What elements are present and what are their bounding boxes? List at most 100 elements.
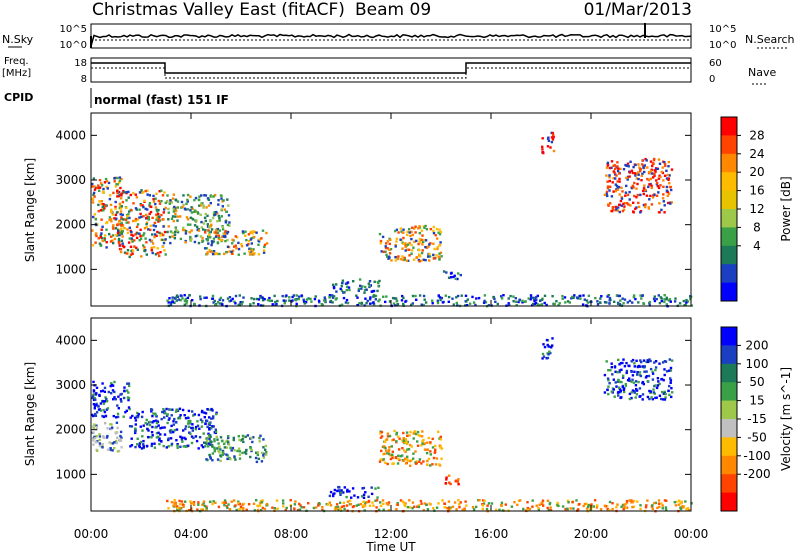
data-cell: [117, 230, 120, 233]
data-cell: [208, 434, 211, 437]
data-cell: [645, 504, 648, 507]
data-cell: [523, 300, 527, 303]
data-cell: [138, 232, 141, 235]
data-cell: [181, 205, 184, 209]
data-cell: [683, 304, 686, 307]
data-cell: [426, 463, 429, 466]
data-cell: [438, 258, 441, 261]
x-tick-label: 08:00: [274, 527, 309, 541]
data-cell: [384, 245, 387, 248]
data-cell: [295, 294, 298, 297]
data-cell: [204, 212, 207, 216]
data-cell: [541, 352, 545, 356]
data-cell: [101, 389, 105, 392]
data-cell: [356, 496, 360, 499]
data-cell: [445, 271, 448, 274]
data-cell: [224, 229, 227, 233]
data-cell: [447, 276, 451, 279]
data-cell: [346, 500, 350, 503]
data-cell: [385, 295, 388, 298]
data-cell: [226, 454, 229, 457]
data-cell: [424, 239, 428, 242]
data-cell: [190, 502, 193, 505]
data-cell: [651, 398, 654, 401]
data-cell: [134, 429, 137, 432]
data-cell: [130, 238, 133, 242]
data-cell: [424, 224, 427, 228]
data-cell: [636, 365, 640, 369]
data-cell: [270, 299, 273, 302]
data-cell: [388, 446, 391, 449]
data-cell: [215, 411, 218, 414]
data-cell: [261, 506, 264, 510]
data-cell: [155, 216, 159, 219]
data-cell: [195, 439, 199, 443]
data-cell: [342, 296, 346, 300]
data-cell: [646, 499, 649, 502]
data-cell: [673, 501, 676, 504]
data-cell: [648, 300, 652, 304]
data-cell: [94, 218, 98, 221]
data-cell: [176, 508, 179, 511]
data-cell: [150, 436, 153, 439]
data-cell: [421, 243, 424, 246]
data-cell: [194, 435, 198, 438]
data-cell: [404, 457, 407, 460]
data-cell: [148, 194, 151, 197]
data-cell: [375, 499, 379, 502]
data-cell: [163, 208, 166, 211]
data-cell: [129, 193, 132, 197]
data-cell: [342, 504, 346, 508]
data-cell: [541, 148, 544, 151]
data-cell: [404, 300, 407, 303]
data-cell: [156, 210, 159, 213]
data-cell: [338, 501, 342, 504]
data-cell: [625, 371, 628, 375]
data-cell: [608, 302, 611, 305]
y-tick-label: 3000: [55, 378, 86, 392]
data-cell: [205, 440, 209, 443]
data-cell: [250, 237, 253, 240]
data-cell: [439, 446, 442, 449]
data-cell: [115, 416, 118, 419]
data-cell: [420, 259, 423, 262]
data-cell: [389, 457, 393, 461]
data-cell: [630, 186, 634, 190]
data-cell: [125, 221, 128, 224]
data-cell: [185, 445, 188, 448]
data-cell: [605, 192, 608, 196]
data-cell: [169, 303, 173, 306]
data-cell: [205, 419, 209, 423]
data-cell: [401, 454, 404, 457]
data-cell: [274, 300, 277, 304]
data-cell: [608, 176, 611, 179]
data-cell: [147, 216, 150, 219]
data-cell: [598, 301, 602, 304]
data-cell: [540, 501, 543, 505]
data-cell: [391, 450, 394, 453]
data-cell: [337, 508, 340, 512]
data-cell: [192, 436, 195, 440]
data-cell: [380, 435, 384, 438]
data-cell: [117, 222, 120, 225]
data-cell: [425, 448, 428, 451]
data-cell: [481, 507, 484, 511]
data-cell: [200, 226, 203, 229]
data-cell: [653, 299, 657, 303]
data-cell: [623, 387, 626, 390]
nsky-series-line: [90, 33, 692, 47]
data-cell: [645, 370, 648, 373]
data-cell: [111, 239, 114, 242]
data-cell: [118, 176, 122, 179]
data-cell: [168, 417, 171, 420]
data-cell: [638, 395, 641, 398]
data-cell: [148, 202, 152, 205]
data-cell: [393, 297, 396, 300]
data-cell: [625, 501, 629, 504]
data-cell: [123, 389, 126, 393]
data-cell: [173, 237, 176, 240]
data-cell: [194, 196, 198, 200]
data-cell: [648, 397, 651, 401]
data-cell: [417, 227, 420, 230]
